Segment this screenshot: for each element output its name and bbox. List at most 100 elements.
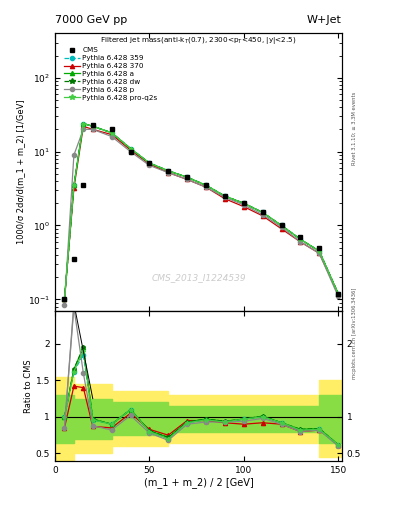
Pythia 6.428 p <box>298 239 303 245</box>
Pythia 6.428 pro-q2s <box>128 145 133 152</box>
Pythia 6.428 370 <box>222 196 227 202</box>
Pythia 6.428 a <box>241 200 246 206</box>
Pythia 6.428 dw <box>62 296 67 303</box>
Pythia 6.428 a <box>166 168 171 174</box>
Pythia 6.428 pro-q2s <box>260 209 265 216</box>
Pythia 6.428 359 <box>166 168 171 174</box>
Pythia 6.428 359 <box>204 182 208 188</box>
X-axis label: (m_1 + m_2) / 2 [GeV]: (m_1 + m_2) / 2 [GeV] <box>143 477 253 488</box>
CMS <box>222 193 227 199</box>
Pythia 6.428 a <box>298 236 303 242</box>
Text: W+Jet: W+Jet <box>307 14 342 25</box>
Pythia 6.428 370 <box>185 176 189 182</box>
Pythia 6.428 dw <box>81 120 86 126</box>
Pythia 6.428 a <box>81 120 86 126</box>
Pythia 6.428 359 <box>222 193 227 199</box>
Pythia 6.428 p <box>166 169 171 176</box>
CMS <box>185 174 189 180</box>
Pythia 6.428 dw <box>109 130 114 136</box>
CMS <box>81 182 86 188</box>
CMS <box>279 222 284 228</box>
Line: CMS: CMS <box>62 122 341 302</box>
CMS <box>62 296 67 303</box>
Pythia 6.428 a <box>90 123 95 130</box>
Pythia 6.428 359 <box>298 236 303 242</box>
Pythia 6.428 dw <box>298 236 303 242</box>
Pythia 6.428 pro-q2s <box>336 290 340 296</box>
Pythia 6.428 dw <box>166 168 171 174</box>
Y-axis label: 1000/σ 2dσ/d(m_1 + m_2) [1/GeV]: 1000/σ 2dσ/d(m_1 + m_2) [1/GeV] <box>16 100 25 244</box>
Pythia 6.428 pro-q2s <box>222 193 227 199</box>
CMS <box>204 182 208 188</box>
Pythia 6.428 dw <box>147 160 152 166</box>
Pythia 6.428 p <box>260 211 265 218</box>
Line: Pythia 6.428 p: Pythia 6.428 p <box>62 127 340 307</box>
CMS <box>260 209 265 216</box>
Pythia 6.428 a <box>317 248 321 254</box>
Pythia 6.428 370 <box>72 185 76 191</box>
CMS <box>298 234 303 240</box>
Pythia 6.428 dw <box>222 193 227 199</box>
CMS <box>128 148 133 155</box>
Pythia 6.428 pro-q2s <box>279 222 284 228</box>
CMS <box>90 122 95 128</box>
Pythia 6.428 pro-q2s <box>204 182 208 188</box>
Pythia 6.428 a <box>62 296 67 303</box>
Pythia 6.428 p <box>317 250 321 257</box>
Pythia 6.428 dw <box>72 182 76 188</box>
Pythia 6.428 370 <box>204 184 208 190</box>
Pythia 6.428 pro-q2s <box>185 174 189 180</box>
Pythia 6.428 359 <box>72 182 76 188</box>
Pythia 6.428 a <box>336 290 340 296</box>
Text: Rivet 3.1.10; ≥ 3.3M events: Rivet 3.1.10; ≥ 3.3M events <box>352 91 357 165</box>
Pythia 6.428 359 <box>185 174 189 180</box>
Legend: CMS, Pythia 6.428 359, Pythia 6.428 370, Pythia 6.428 a, Pythia 6.428 dw, Pythia: CMS, Pythia 6.428 359, Pythia 6.428 370,… <box>61 45 160 103</box>
Line: Pythia 6.428 370: Pythia 6.428 370 <box>62 124 340 302</box>
Pythia 6.428 p <box>81 126 86 133</box>
Pythia 6.428 359 <box>62 296 67 303</box>
Pythia 6.428 p <box>72 152 76 158</box>
Pythia 6.428 359 <box>109 130 114 136</box>
Text: CMS_2013_I1224539: CMS_2013_I1224539 <box>151 273 246 282</box>
Text: mcplots.cern.ch [arXiv:1306.3436]: mcplots.cern.ch [arXiv:1306.3436] <box>352 287 357 378</box>
Line: Pythia 6.428 pro-q2s: Pythia 6.428 pro-q2s <box>62 121 340 302</box>
Pythia 6.428 370 <box>260 213 265 219</box>
Pythia 6.428 359 <box>279 222 284 228</box>
Pythia 6.428 a <box>222 193 227 199</box>
Pythia 6.428 370 <box>336 290 340 296</box>
Pythia 6.428 370 <box>147 161 152 167</box>
Pythia 6.428 p <box>336 293 340 300</box>
Pythia 6.428 359 <box>147 160 152 166</box>
Pythia 6.428 pro-q2s <box>166 168 171 174</box>
Pythia 6.428 p <box>147 162 152 168</box>
CMS <box>166 168 171 174</box>
Pythia 6.428 p <box>222 195 227 201</box>
Pythia 6.428 dw <box>241 200 246 206</box>
Line: Pythia 6.428 359: Pythia 6.428 359 <box>62 121 340 302</box>
Pythia 6.428 a <box>260 209 265 216</box>
Pythia 6.428 p <box>109 134 114 140</box>
Pythia 6.428 359 <box>90 123 95 130</box>
Pythia 6.428 dw <box>279 222 284 228</box>
Pythia 6.428 pro-q2s <box>90 123 95 130</box>
Pythia 6.428 pro-q2s <box>147 160 152 166</box>
Pythia 6.428 pro-q2s <box>72 182 76 188</box>
Pythia 6.428 p <box>185 176 189 182</box>
Pythia 6.428 dw <box>317 248 321 254</box>
Pythia 6.428 a <box>147 160 152 166</box>
Pythia 6.428 dw <box>128 145 133 152</box>
Y-axis label: Ratio to CMS: Ratio to CMS <box>24 359 33 413</box>
Pythia 6.428 p <box>241 202 246 208</box>
Pythia 6.428 dw <box>204 182 208 188</box>
Pythia 6.428 359 <box>260 209 265 216</box>
Line: Pythia 6.428 dw: Pythia 6.428 dw <box>62 121 340 302</box>
Pythia 6.428 370 <box>109 132 114 138</box>
Pythia 6.428 p <box>204 184 208 190</box>
Pythia 6.428 359 <box>336 290 340 296</box>
Pythia 6.428 359 <box>128 145 133 152</box>
Pythia 6.428 a <box>204 182 208 188</box>
CMS <box>72 256 76 262</box>
Pythia 6.428 370 <box>62 296 67 303</box>
Pythia 6.428 dw <box>90 123 95 130</box>
Pythia 6.428 p <box>279 224 284 230</box>
